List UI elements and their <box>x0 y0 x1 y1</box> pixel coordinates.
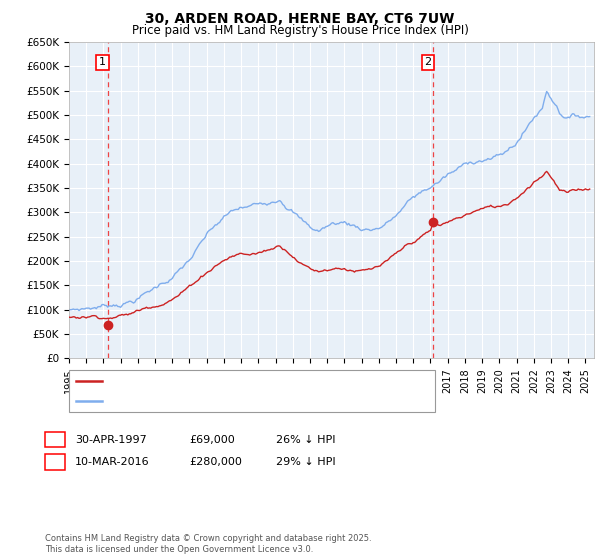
Text: 1: 1 <box>99 58 106 67</box>
Text: 1: 1 <box>52 435 58 445</box>
Text: £280,000: £280,000 <box>189 457 242 467</box>
Text: Price paid vs. HM Land Registry's House Price Index (HPI): Price paid vs. HM Land Registry's House … <box>131 24 469 37</box>
Text: 10-MAR-2016: 10-MAR-2016 <box>75 457 149 467</box>
Text: 30, ARDEN ROAD, HERNE BAY, CT6 7UW (detached house): 30, ARDEN ROAD, HERNE BAY, CT6 7UW (deta… <box>107 376 412 386</box>
Text: 30-APR-1997: 30-APR-1997 <box>75 435 147 445</box>
Text: £69,000: £69,000 <box>189 435 235 445</box>
Text: HPI: Average price, detached house, Canterbury: HPI: Average price, detached house, Cant… <box>107 396 359 406</box>
Text: Contains HM Land Registry data © Crown copyright and database right 2025.
This d: Contains HM Land Registry data © Crown c… <box>45 534 371 554</box>
Text: 30, ARDEN ROAD, HERNE BAY, CT6 7UW: 30, ARDEN ROAD, HERNE BAY, CT6 7UW <box>145 12 455 26</box>
Text: 2: 2 <box>425 58 431 67</box>
Text: 26% ↓ HPI: 26% ↓ HPI <box>276 435 335 445</box>
Text: 29% ↓ HPI: 29% ↓ HPI <box>276 457 335 467</box>
Text: 2: 2 <box>52 457 58 467</box>
